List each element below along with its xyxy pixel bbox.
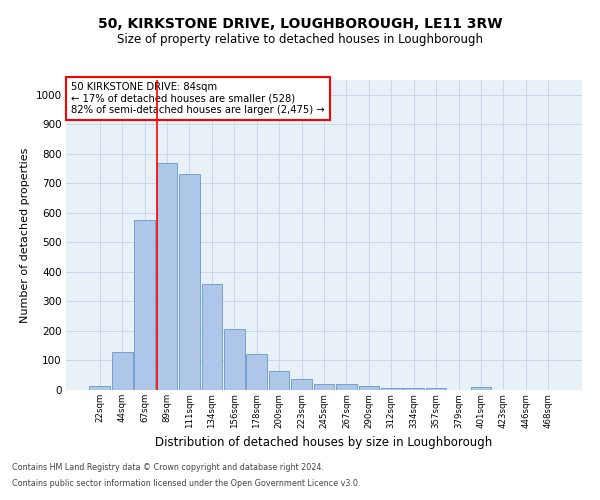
Bar <box>157 162 178 390</box>
Bar <box>291 379 312 390</box>
Text: Size of property relative to detached houses in Loughborough: Size of property relative to detached ho… <box>117 32 483 46</box>
Bar <box>179 174 200 390</box>
X-axis label: Distribution of detached houses by size in Loughborough: Distribution of detached houses by size … <box>155 436 493 449</box>
Bar <box>314 384 334 390</box>
Bar <box>470 387 491 390</box>
Text: Contains HM Land Registry data © Crown copyright and database right 2024.: Contains HM Land Registry data © Crown c… <box>12 464 324 472</box>
Y-axis label: Number of detached properties: Number of detached properties <box>20 148 30 322</box>
Bar <box>336 384 357 390</box>
Bar <box>247 354 267 390</box>
Bar <box>269 372 289 390</box>
Bar <box>89 386 110 390</box>
Text: Contains public sector information licensed under the Open Government Licence v3: Contains public sector information licen… <box>12 478 361 488</box>
Bar <box>134 220 155 390</box>
Bar <box>403 388 424 390</box>
Bar <box>426 388 446 390</box>
Text: 50 KIRKSTONE DRIVE: 84sqm
← 17% of detached houses are smaller (528)
82% of semi: 50 KIRKSTONE DRIVE: 84sqm ← 17% of detac… <box>71 82 325 115</box>
Text: 50, KIRKSTONE DRIVE, LOUGHBOROUGH, LE11 3RW: 50, KIRKSTONE DRIVE, LOUGHBOROUGH, LE11 … <box>98 18 502 32</box>
Bar <box>112 352 133 390</box>
Bar <box>381 388 401 390</box>
Bar <box>202 284 222 390</box>
Bar <box>359 386 379 390</box>
Bar <box>224 328 245 390</box>
